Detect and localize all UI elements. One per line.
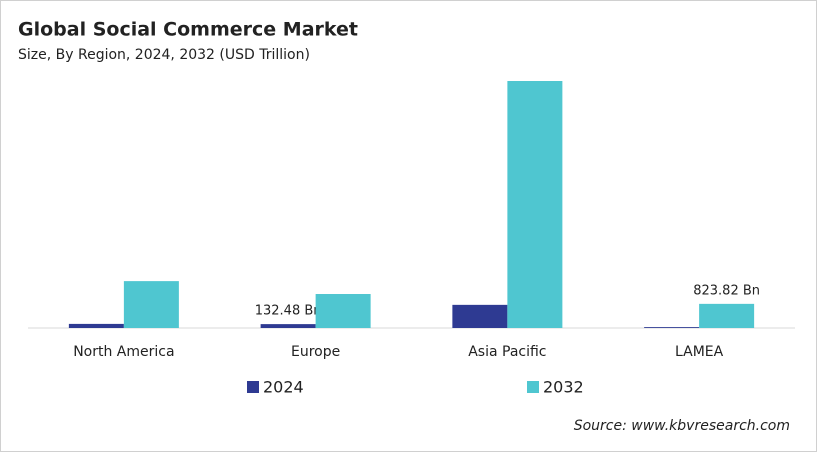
chart-subtitle: Size, By Region, 2024, 2032 (USD Trillio… (18, 47, 310, 63)
bar (68, 323, 124, 328)
value-label: 132.48 Bn (255, 304, 322, 319)
bar (260, 324, 316, 328)
legend-label: 2024 (263, 378, 304, 397)
bar (507, 81, 563, 328)
bar (452, 304, 508, 328)
bar (123, 281, 179, 328)
bar (644, 327, 700, 328)
legend-swatch (527, 381, 539, 393)
chart-title: Global Social Commerce Market (18, 19, 358, 41)
x-tick-label: North America (73, 344, 174, 360)
bar (699, 303, 755, 328)
x-tick-label: Asia Pacific (468, 344, 546, 360)
bar (315, 294, 371, 328)
source: Source: www.kbvresearch.com (574, 418, 790, 434)
value-label: 823.82 Bn (693, 283, 760, 298)
legend-swatch (247, 381, 259, 393)
x-tick-label: Europe (291, 344, 340, 360)
legend-label: 2032 (543, 378, 584, 397)
x-tick-label: LAMEA (675, 344, 724, 360)
